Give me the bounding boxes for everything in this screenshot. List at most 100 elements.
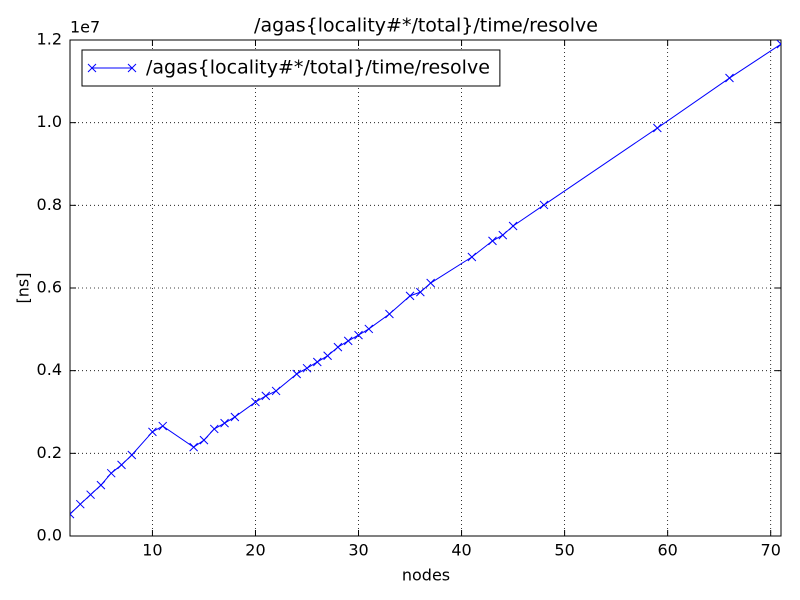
data-point xyxy=(323,351,332,361)
x-tick-label: 60 xyxy=(657,541,677,560)
data-point xyxy=(467,252,477,262)
data-point xyxy=(302,363,312,373)
marker-stroke xyxy=(261,391,271,401)
y-tick-label: 0.4 xyxy=(37,360,62,379)
y-tick-label: 1.0 xyxy=(37,112,62,131)
marker-stroke xyxy=(652,123,662,133)
x-axis-label: nodes xyxy=(402,566,450,585)
marker-stroke xyxy=(230,412,240,422)
marker-stroke xyxy=(776,40,781,45)
x-tick-label: 20 xyxy=(245,541,265,560)
data-point xyxy=(158,421,168,431)
series xyxy=(70,40,781,519)
legend-label: /agas{locality#*/total}/time/resolve xyxy=(146,57,490,79)
marker-stroke xyxy=(405,291,415,301)
chart-title: /agas{locality#*/total}/time/resolve xyxy=(254,15,598,37)
marker-stroke xyxy=(148,427,157,437)
x-tick-label: 10 xyxy=(142,541,162,560)
marker-stroke xyxy=(199,435,209,445)
marker-stroke xyxy=(539,200,549,210)
data-point xyxy=(87,63,97,73)
marker-stroke xyxy=(508,221,518,231)
marker-stroke xyxy=(158,421,168,431)
marker-stroke xyxy=(87,63,97,73)
data-point xyxy=(127,63,137,73)
marker-stroke xyxy=(498,230,508,240)
legend-box xyxy=(81,49,501,87)
data-point xyxy=(292,369,302,379)
data-point xyxy=(312,357,322,367)
data-point xyxy=(539,200,549,210)
marker-stroke xyxy=(70,513,75,519)
y-tick-label: 0.8 xyxy=(37,195,62,214)
data-point xyxy=(86,490,95,500)
legend: /agas{locality#*/total}/time/resolve xyxy=(81,49,501,87)
marker-stroke xyxy=(426,278,436,288)
marker-stroke xyxy=(333,342,343,352)
y-tick-label: 0.6 xyxy=(37,278,62,297)
data-point xyxy=(96,480,106,490)
data-point xyxy=(426,278,436,288)
marker-stroke xyxy=(209,424,219,434)
marker-stroke xyxy=(86,490,95,500)
marker-stroke xyxy=(488,236,497,246)
marker-stroke xyxy=(189,442,199,452)
data-point xyxy=(405,291,415,301)
data-point xyxy=(488,236,497,246)
data-point xyxy=(385,309,394,319)
data-point xyxy=(127,450,137,460)
x-tick-label: 40 xyxy=(451,541,471,560)
data-point xyxy=(189,442,199,452)
marker-stroke xyxy=(302,363,312,373)
data-point xyxy=(199,435,209,445)
data-point xyxy=(343,336,353,346)
marker-stroke xyxy=(96,480,106,490)
marker-stroke xyxy=(106,468,116,478)
data-point xyxy=(230,412,240,422)
marker-stroke xyxy=(220,418,229,428)
data-point xyxy=(354,330,363,340)
y-tick-label: 0.2 xyxy=(37,443,62,462)
data-point xyxy=(261,391,271,401)
y-offset-label: 1e7 xyxy=(70,18,100,37)
marker-stroke xyxy=(467,252,477,262)
x-tick-label: 50 xyxy=(554,541,574,560)
data-point xyxy=(75,499,85,509)
marker-stroke xyxy=(385,309,394,319)
marker-stroke xyxy=(117,460,126,470)
data-point xyxy=(333,342,343,352)
data-point xyxy=(271,386,281,396)
marker-stroke xyxy=(364,324,374,334)
x-tick-label: 70 xyxy=(761,541,781,560)
data-point xyxy=(415,287,425,297)
marker-stroke xyxy=(415,287,425,297)
data-point xyxy=(251,397,260,407)
marker-stroke xyxy=(127,450,137,460)
marker-stroke xyxy=(343,336,353,346)
marker-stroke xyxy=(251,397,260,407)
data-point xyxy=(70,509,75,519)
marker-stroke xyxy=(70,509,75,515)
data-point xyxy=(209,424,219,434)
marker-stroke xyxy=(354,330,363,340)
y-tick-label: 1.2 xyxy=(37,30,62,49)
y-axis-label: [ns] xyxy=(14,273,33,304)
marker-stroke xyxy=(725,73,734,83)
marker-stroke xyxy=(776,43,781,49)
data-point xyxy=(117,460,126,470)
data-point xyxy=(148,427,157,437)
data-point xyxy=(220,418,229,428)
marker-stroke xyxy=(292,369,302,379)
marker-stroke xyxy=(75,499,85,509)
marker-stroke xyxy=(323,351,332,361)
x-tick-label: 30 xyxy=(348,541,368,560)
plot-frame xyxy=(69,39,782,537)
marker-stroke xyxy=(271,386,281,396)
y-tick-label: 0.0 xyxy=(37,526,62,545)
marker-stroke xyxy=(127,63,137,73)
data-point xyxy=(364,324,374,334)
data-point xyxy=(725,73,734,83)
